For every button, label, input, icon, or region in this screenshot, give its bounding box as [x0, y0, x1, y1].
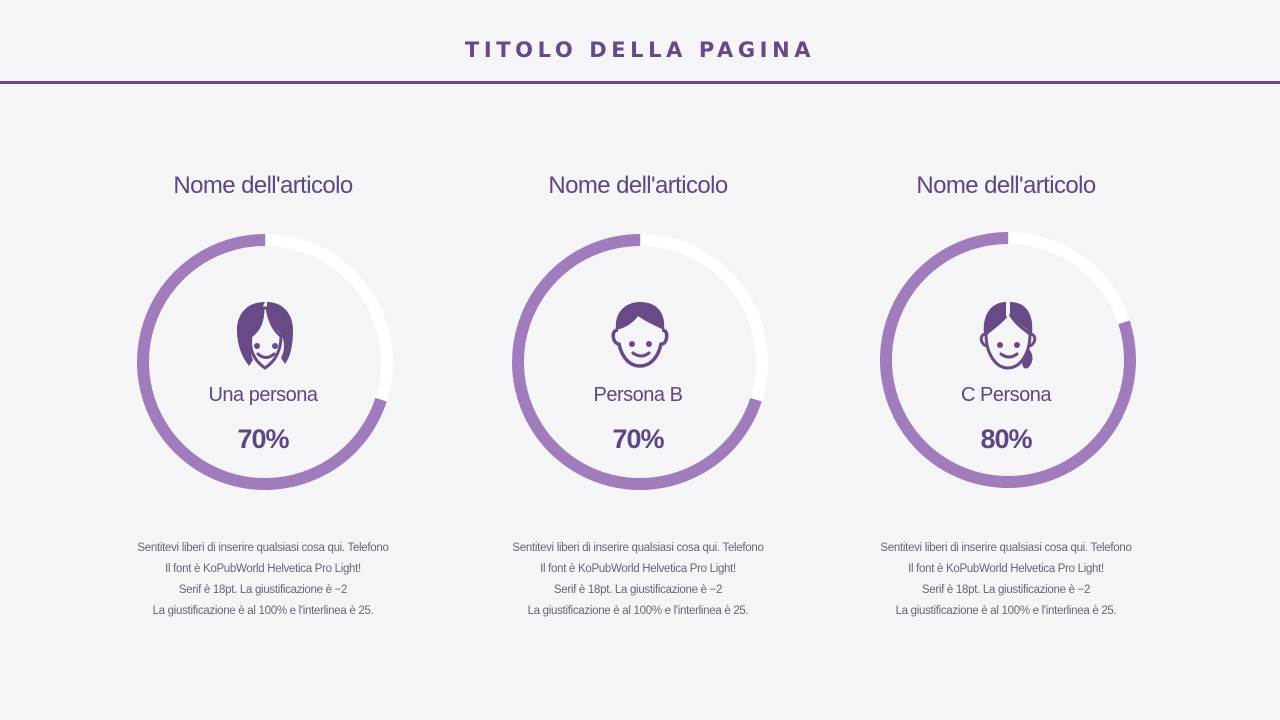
progress-ring-graphic: [880, 232, 1136, 488]
person-card-2: Nome dell'articolo Persona B 70% Sentite…: [468, 0, 808, 720]
person-card-3: Nome dell'articolo C Persona 80% Sentite…: [836, 0, 1176, 720]
card-title: Nome dell'articolo: [548, 172, 728, 199]
description-line: La giustificazione è al 100% e l'interli…: [895, 605, 1117, 617]
description-line: Il font è KoPubWorld Helvetica Pro Light…: [908, 563, 1104, 575]
person-name: C Persona: [961, 384, 1052, 406]
person-name: Una persona: [208, 384, 318, 406]
progress-ring: [876, 228, 1140, 492]
woman-bob-hair-icon: [229, 296, 301, 372]
person-name: Persona B: [593, 384, 683, 406]
description-line: Serif è 18pt. La giustificazione è −2: [178, 584, 348, 596]
progress-ring-graphic: [137, 234, 393, 490]
progress-ring-graphic: [512, 234, 768, 490]
description-line: La giustificazione è al 100% e l'interli…: [527, 605, 749, 617]
description-line: Serif è 18pt. La giustificazione è −2: [553, 584, 723, 596]
description-line: Sentitevi liberi di inserire qualsiasi c…: [137, 542, 389, 554]
description-line: Sentitevi liberi di inserire qualsiasi c…: [880, 542, 1132, 554]
percent-value: 70%: [612, 424, 664, 454]
description-line: Il font è KoPubWorld Helvetica Pro Light…: [165, 563, 361, 575]
percent-value: 70%: [237, 424, 289, 454]
description: Sentitevi liberi di inserire qualsiasi c…: [93, 538, 433, 622]
title-divider: [0, 81, 1280, 84]
description-line: Sentitevi liberi di inserire qualsiasi c…: [512, 542, 764, 554]
man-face-icon: [604, 296, 676, 372]
progress-ring: [133, 230, 397, 494]
description-line: La giustificazione è al 100% e l'interli…: [152, 605, 374, 617]
description-line: Serif è 18pt. La giustificazione è −2: [921, 584, 1091, 596]
description-line: Il font è KoPubWorld Helvetica Pro Light…: [540, 563, 736, 575]
description: Sentitevi liberi di inserire qualsiasi c…: [836, 538, 1176, 622]
description: Sentitevi liberi di inserire qualsiasi c…: [468, 538, 808, 622]
person-card-1: Nome dell'articolo Una persona 70% Senti…: [93, 0, 433, 720]
percent-value: 80%: [980, 424, 1032, 454]
card-title: Nome dell'articolo: [916, 172, 1096, 199]
card-title: Nome dell'articolo: [173, 172, 353, 199]
page-title: TITOLO DELLA PAGINA: [464, 38, 816, 62]
progress-ring: [508, 230, 772, 494]
woman-ponytail-icon: [972, 296, 1044, 372]
